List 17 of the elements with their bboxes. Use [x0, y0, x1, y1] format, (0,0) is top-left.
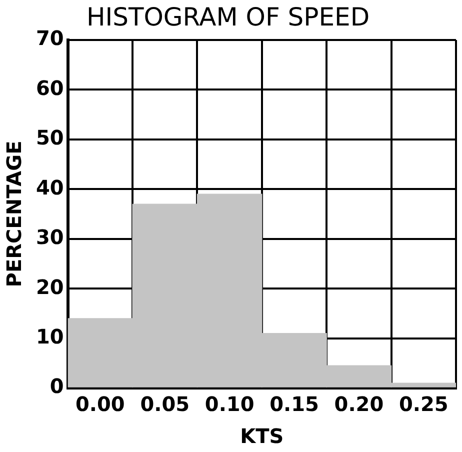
y-tick-label: 70	[36, 26, 64, 50]
y-tick-label: 10	[36, 324, 64, 348]
y-tick-label: 0	[50, 374, 64, 398]
x-tick-label: 0.20	[334, 392, 384, 416]
y-tick-label: 30	[36, 225, 64, 250]
y-tick-label: 50	[36, 126, 64, 150]
x-tick-label: 0.25	[398, 392, 448, 416]
y-tick-label: 40	[36, 175, 64, 200]
y-tick-label: 60	[36, 76, 64, 100]
y-tick-label: 20	[36, 274, 64, 299]
y-axis-title: PERCENTAGE	[2, 140, 26, 288]
x-tick-label: 0.10	[204, 392, 254, 416]
chart-title: HISTOGRAM OF SPEED	[86, 2, 370, 32]
x-tick-label: 0.00	[76, 392, 125, 416]
x-tick-label: 0.05	[140, 392, 190, 416]
x-tick-label: 0.15	[270, 392, 319, 416]
x-axis-title: KTS	[240, 424, 284, 448]
